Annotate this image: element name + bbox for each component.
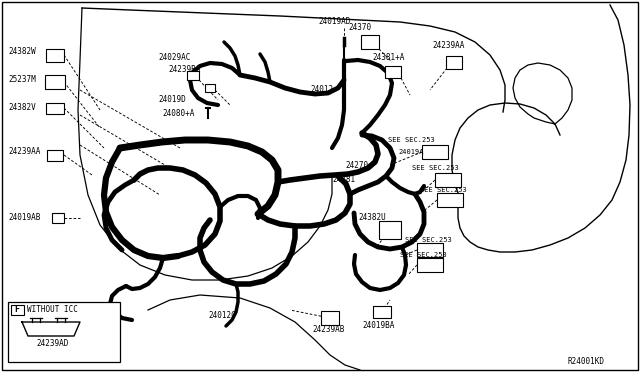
Bar bbox=[187, 71, 199, 80]
Text: 24381+A: 24381+A bbox=[372, 54, 404, 62]
Text: SEE SEC.253: SEE SEC.253 bbox=[412, 165, 459, 171]
Text: WITHOUT ICC: WITHOUT ICC bbox=[27, 305, 78, 314]
Bar bbox=[446, 55, 462, 68]
Bar bbox=[321, 311, 339, 325]
Text: 24382U: 24382U bbox=[358, 214, 386, 222]
Bar bbox=[205, 84, 215, 92]
Text: 24381: 24381 bbox=[332, 176, 355, 185]
Bar bbox=[379, 221, 401, 239]
Text: F: F bbox=[15, 305, 19, 314]
Bar bbox=[46, 103, 64, 113]
Text: 24382V: 24382V bbox=[8, 103, 36, 112]
Text: 24019AD: 24019AD bbox=[318, 17, 350, 26]
Text: 24239BA: 24239BA bbox=[168, 65, 200, 74]
Text: SEE SEC.253: SEE SEC.253 bbox=[420, 187, 467, 193]
Bar bbox=[435, 173, 461, 187]
Bar bbox=[422, 145, 448, 159]
Text: R24001KD: R24001KD bbox=[568, 357, 605, 366]
Bar bbox=[373, 306, 391, 318]
Bar bbox=[417, 258, 443, 272]
Text: 24019AB: 24019AB bbox=[8, 214, 40, 222]
Text: SEE SEC.253: SEE SEC.253 bbox=[388, 137, 435, 143]
Text: 24019BA: 24019BA bbox=[362, 321, 394, 330]
Text: 24239AD: 24239AD bbox=[37, 340, 69, 349]
Text: SEE SEC.253: SEE SEC.253 bbox=[405, 237, 452, 243]
Bar bbox=[8, 302, 120, 362]
Text: 24012: 24012 bbox=[310, 86, 333, 94]
Bar bbox=[417, 243, 443, 257]
Bar bbox=[46, 48, 64, 61]
Bar bbox=[11, 305, 24, 315]
Bar bbox=[45, 75, 65, 89]
Text: 24029AC: 24029AC bbox=[158, 54, 190, 62]
Text: 24239AA: 24239AA bbox=[432, 41, 465, 49]
Bar bbox=[52, 213, 64, 223]
Text: 24239AB: 24239AB bbox=[312, 326, 344, 334]
Text: 24080+A: 24080+A bbox=[162, 109, 195, 118]
Text: 24019D: 24019D bbox=[158, 96, 186, 105]
Text: 24270: 24270 bbox=[345, 160, 368, 170]
Text: 24370: 24370 bbox=[348, 23, 371, 32]
Text: 24012C: 24012C bbox=[208, 311, 236, 320]
Bar bbox=[437, 193, 463, 207]
Bar bbox=[385, 66, 401, 78]
Text: 24019A: 24019A bbox=[398, 149, 424, 155]
Text: 25237M: 25237M bbox=[8, 76, 36, 84]
Text: 24382W: 24382W bbox=[8, 48, 36, 57]
Text: SEE SEC.253: SEE SEC.253 bbox=[400, 252, 447, 258]
Bar bbox=[47, 150, 63, 160]
Text: 24239AA: 24239AA bbox=[8, 148, 40, 157]
Bar bbox=[361, 35, 379, 49]
